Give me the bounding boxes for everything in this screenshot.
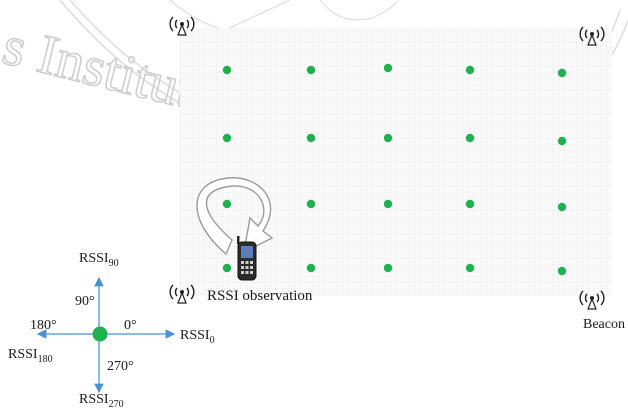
rssi-90-label: RSSI90 [79,251,119,269]
reference-point [222,65,232,75]
rssi-180-label: RSSI180 [8,347,53,365]
antenna-icon [169,16,195,36]
rssi-270-base: RSSI [79,392,109,407]
angle-270: 270° [107,359,134,374]
reference-point [306,133,316,143]
reference-point [306,65,316,75]
reference-point [306,199,316,209]
antenna-icon [579,290,605,310]
reference-point [557,202,567,212]
angle-0: 0° [124,318,137,333]
rssi-270-sub: 270 [109,399,124,410]
antenna-icon [579,26,605,46]
reference-point [383,263,393,273]
beacons [169,16,605,310]
rssi-0-base: RSSI [180,328,210,343]
observer-dot [92,326,108,342]
reference-point [383,63,393,73]
reference-points [222,63,567,276]
reference-point [465,133,475,143]
reference-point [465,199,475,209]
observation-label: RSSI observation [207,288,313,304]
rssi-270-label: RSSI270 [79,392,124,410]
reference-point [383,199,393,209]
reference-point [306,263,316,273]
antenna-icon [169,284,195,304]
reference-point [557,266,567,276]
rssi-90-sub: 90 [109,258,119,269]
rssi-180-base: RSSI [8,347,38,362]
rssi-compass: 90° 180° 0° 270° RSSI90 RSSI180 RSSI0 RS… [8,251,215,410]
angle-180: 180° [30,318,57,333]
rssi-0-label: RSSI0 [180,328,215,346]
beacon-label: Beacon [583,317,625,332]
floor-grid [180,28,612,296]
rssi-90-base: RSSI [79,251,109,266]
rssi-0-sub: 0 [210,335,215,346]
curved-arrow-icon [196,177,274,256]
reference-point [222,133,232,143]
reference-point [222,263,232,273]
mobile-phone-icon [237,236,257,281]
reference-point [465,263,475,273]
reference-point [383,133,393,143]
reference-point [557,136,567,146]
reference-point [557,68,567,78]
reference-point [222,199,232,209]
rssi-180-sub: 180 [38,354,53,365]
reference-point [465,65,475,75]
angle-90: 90° [75,294,95,309]
